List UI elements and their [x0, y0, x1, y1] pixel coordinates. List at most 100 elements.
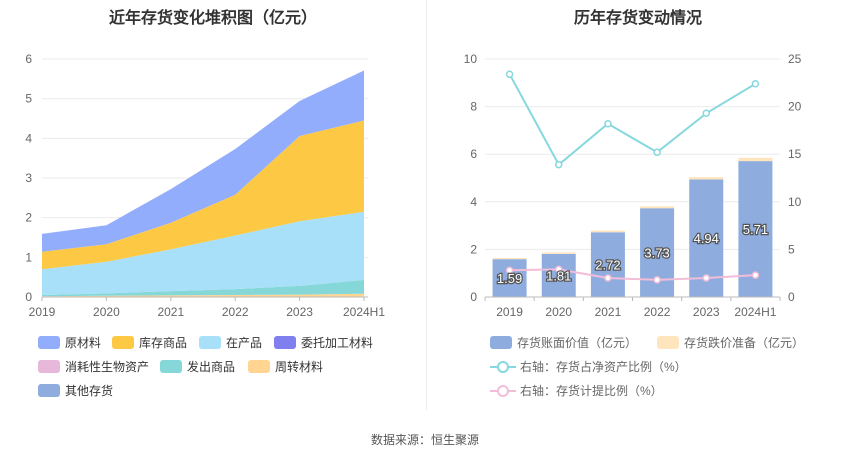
right-y-left-tick-label: 4: [470, 195, 477, 209]
area-原材料: [42, 70, 364, 252]
right-y-right-tick-label: 25: [788, 52, 802, 66]
line-point: [555, 265, 563, 274]
left-x-tick-label: 2020: [93, 305, 120, 319]
left-x-tick-label: 2019: [29, 305, 56, 319]
legend-label: 发出商品: [187, 360, 236, 374]
left-legend-item[interactable]: 原材料: [38, 334, 101, 351]
legend-label: 存货账面价值（亿元）: [517, 336, 638, 350]
bar-impairment-reserve: [590, 230, 625, 233]
bar-impairment-reserve: [541, 252, 576, 254]
bar-value-label: 1.81: [546, 268, 571, 283]
right-legend-item[interactable]: 右轴：存货计提比例（%）: [490, 382, 663, 399]
right-x-tick-label: 2024H1: [734, 305, 776, 319]
legend-label: 右轴：存货计提比例（%）: [520, 384, 663, 398]
left-legend-item[interactable]: 消耗性生物资产: [38, 358, 149, 375]
legend-label: 存货跌价准备（亿元）: [684, 336, 805, 350]
line-point: [702, 109, 710, 118]
right-legend-item[interactable]: 存货跌价准备（亿元）: [657, 334, 804, 351]
bar-value-label: 2.72: [595, 258, 620, 273]
line-point: [604, 274, 612, 282]
line-point: [702, 274, 710, 282]
right-y-right-tick-label: 10: [788, 195, 802, 209]
line-右轴：存货占净资产比例（%）: [508, 73, 756, 167]
right-y-left-tick-label: 10: [464, 52, 478, 66]
legend-swatch: [274, 336, 296, 349]
legend-label: 周转材料: [275, 360, 324, 374]
legend-swatch: [160, 360, 182, 373]
bar-inventory-value: [541, 253, 576, 297]
left-legend-item[interactable]: 其他存货: [38, 382, 113, 399]
right-y-left-tick-label: 6: [470, 147, 477, 161]
right-x-tick-label: 2022: [644, 305, 671, 319]
right-y-left-tick-label: 0: [470, 290, 477, 304]
right-legend-item[interactable]: 存货账面价值（亿元）: [490, 334, 637, 351]
line-point: [555, 160, 563, 169]
legend-label: 委托加工材料: [301, 336, 374, 350]
legend-swatch: [112, 336, 134, 349]
area-库存商品: [42, 120, 364, 270]
left-x-tick-label: 2024H1: [343, 305, 385, 319]
legend-label: 库存商品: [139, 336, 188, 350]
right-x-tick-label: 2021: [595, 305, 622, 319]
legend-swatch: [38, 336, 60, 349]
legend-swatch: [199, 336, 221, 349]
data-source-note: 数据来源：恒生聚源: [370, 433, 479, 447]
bar-value-label: 1.59: [497, 271, 522, 286]
legend-swatch: [490, 384, 516, 398]
left-y-tick-label: 4: [25, 131, 32, 145]
line-point: [751, 80, 760, 88]
line-point: [604, 119, 612, 128]
area-在产品: [42, 211, 364, 295]
bar-inventory-value: [492, 259, 527, 297]
legend-label: 在产品: [226, 336, 263, 350]
legend-swatch: [38, 384, 60, 397]
legend-label: 其他存货: [65, 384, 114, 398]
legend-swatch: [248, 360, 270, 373]
right-legend-item[interactable]: 右轴：存货占净资产比例（%）: [490, 358, 687, 375]
left-legend-item[interactable]: 发出商品: [160, 358, 235, 375]
legend-label: 右轴：存货占净资产比例（%）: [520, 360, 687, 374]
left-y-tick-label: 0: [25, 290, 32, 304]
right-y-left-tick-label: 8: [470, 100, 477, 114]
area-发出商品: [42, 279, 364, 297]
right-chart-title: 历年存货变动情况: [573, 10, 702, 27]
left-legend-item[interactable]: 周转材料: [248, 358, 323, 375]
legend-swatch: [490, 336, 512, 349]
left-x-tick-label: 2023: [286, 305, 313, 319]
area-周转材料: [42, 293, 364, 297]
panel-divider: [426, 0, 427, 410]
line-point: [653, 148, 661, 157]
left-legend-item[interactable]: 在产品: [199, 334, 262, 351]
line-point: [653, 276, 661, 284]
bar-impairment-reserve: [640, 206, 675, 209]
legend-swatch: [490, 360, 516, 374]
legend-swatch: [38, 360, 60, 373]
left-y-tick-label: 5: [25, 92, 32, 106]
left-y-tick-label: 2: [25, 211, 32, 225]
bar-value-label: 4.94: [694, 231, 719, 246]
bar-inventory-value: [590, 232, 625, 297]
left-y-tick-label: 1: [25, 250, 32, 264]
left-x-tick-label: 2021: [157, 305, 184, 319]
bar-value-label: 3.73: [644, 246, 669, 261]
bar-value-label: 5.71: [743, 222, 768, 237]
right-y-left-tick-label: 2: [470, 242, 477, 256]
left-legend-item[interactable]: 委托加工材料: [274, 334, 373, 351]
right-y-right-tick-label: 20: [788, 100, 802, 114]
line-point: [505, 70, 514, 78]
right-y-right-tick-label: 15: [788, 147, 802, 161]
left-y-tick-label: 6: [25, 52, 32, 66]
right-x-tick-label: 2019: [496, 305, 523, 319]
legend-label: 消耗性生物资产: [65, 360, 150, 374]
legend-label: 原材料: [65, 336, 102, 350]
bar-impairment-reserve: [738, 157, 773, 162]
right-y-right-tick-label: 5: [788, 242, 795, 256]
bar-impairment-reserve: [492, 257, 527, 260]
left-x-tick-label: 2022: [222, 305, 249, 319]
left-chart-title: 近年存货变化堆积图（亿元）: [108, 10, 317, 27]
legend-swatch: [657, 336, 679, 349]
left-legend-item[interactable]: 库存商品: [112, 334, 187, 351]
line-point: [751, 271, 760, 279]
line-point: [505, 266, 514, 275]
